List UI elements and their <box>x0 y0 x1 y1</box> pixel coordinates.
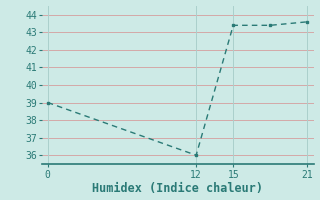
X-axis label: Humidex (Indice chaleur): Humidex (Indice chaleur) <box>92 182 263 195</box>
